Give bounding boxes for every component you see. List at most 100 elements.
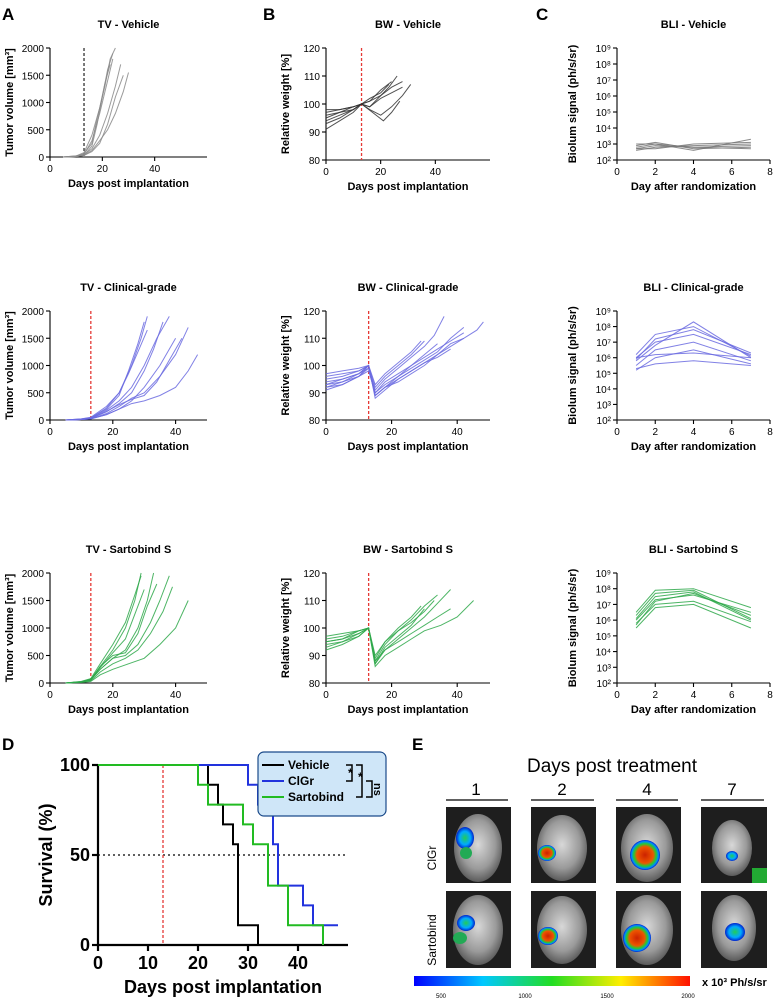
survival-legend: Vehicle ClGr Sartobind * * ns <box>257 751 387 817</box>
bli_vehicle-xtick-label-4: 4 <box>691 167 697 178</box>
bw_vehicle-xtick-label-40: 40 <box>430 167 442 178</box>
tv_clinical-xtick-label-40: 40 <box>170 427 182 438</box>
mouse-clgr-day2 <box>537 815 587 881</box>
tv_sartobind-xtick-label-20: 20 <box>107 690 119 701</box>
tv_sartobind-title: TV - Sartobind S <box>86 544 172 556</box>
tv_sartobind-ytick-label-2000: 2000 <box>22 569 45 580</box>
imaging-title: Days post treatment <box>527 756 698 777</box>
bw_sartobind-xtick-label-40: 40 <box>452 690 464 701</box>
bli_sartobind-xtick-label-6: 6 <box>729 690 735 701</box>
bli_sartobind-xtick-label-4: 4 <box>691 690 697 701</box>
survival-curve-clgr <box>98 764 338 927</box>
signal-sartobind-day7 <box>725 923 745 941</box>
bw_clinical-series-2 <box>325 332 465 394</box>
bw_clinical-xlabel: Days post implantation <box>347 441 468 453</box>
bw_sartobind-title: BW - Sartobind S <box>363 544 453 556</box>
tv_vehicle-series-1 <box>63 53 114 158</box>
tv_sartobind-series-3 <box>65 572 155 684</box>
tv_sartobind-xlabel: Days post implantation <box>68 704 189 716</box>
mouse-clgr-day1 <box>454 814 502 882</box>
signal-clgr-day1-a <box>456 827 474 849</box>
bw_sartobind-series-6 <box>325 600 435 657</box>
bw_sartobind-ytick-label-80: 80 <box>309 679 321 690</box>
bli_vehicle-ytick-label-5: 10⁵ <box>596 108 611 119</box>
bli_clinical-ytick-label-5: 10⁵ <box>596 369 611 380</box>
bw_sartobind-series-4 <box>325 589 451 666</box>
bli_clinical-ytick-label-8: 10⁸ <box>596 323 611 334</box>
bli_clinical-ytick-label-2: 10² <box>597 416 612 427</box>
panel-letter-a: A <box>2 5 14 24</box>
bw_vehicle-ylabel: Relative weight [%] <box>280 54 292 155</box>
bw_vehicle-series-7 <box>325 86 403 116</box>
tv_vehicle-title: TV - Vehicle <box>98 19 160 31</box>
tv_clinical-xlabel: Days post implantation <box>68 441 189 453</box>
bw_sartobind-ylabel: Relative weight [%] <box>280 578 292 679</box>
bw_sartobind-series-2 <box>325 594 438 663</box>
survival-xtick-label-0: 0 <box>93 953 103 973</box>
bli_vehicle-xtick-label-6: 6 <box>729 167 735 178</box>
bw_sartobind-ytick-label-100: 100 <box>303 624 320 635</box>
colorbar-unit: x 10³ Ph/s/sr <box>702 977 768 989</box>
chart-survival: 0 10 20 30 40 0 50 100 Days post implantation Sur… <box>36 755 348 997</box>
bli_clinical-xlabel: Day after randomization <box>631 441 757 453</box>
bli_sartobind-ytick-label-5: 10⁵ <box>596 632 611 643</box>
bli_sartobind-ytick-label-8: 10⁸ <box>596 585 611 596</box>
bli_vehicle-ytick-label-4: 10⁴ <box>596 124 611 135</box>
mouse-sartobind-day1 <box>453 895 503 965</box>
bli_vehicle-xlabel: Day after randomization <box>631 181 757 193</box>
bli_vehicle-xtick-label-8: 8 <box>767 167 773 178</box>
survival-ytick-label-0: 0 <box>80 935 90 955</box>
bli_vehicle-ytick-label-8: 10⁸ <box>596 60 611 71</box>
bw_clinical-ytick-label-100: 100 <box>303 362 320 373</box>
colorbar <box>414 976 690 986</box>
bw_clinical-series-5 <box>325 340 425 389</box>
legend-label-vehicle: Vehicle <box>288 758 330 772</box>
sig-clgr-sartobind: ns <box>371 783 383 796</box>
survival-ytick-label-100: 100 <box>60 755 90 775</box>
survival-xtick-label-20: 20 <box>188 953 208 973</box>
tv_sartobind-series-7 <box>65 600 189 684</box>
tv_vehicle-xlabel: Days post implantation <box>68 178 189 190</box>
tv_clinical-ylabel: Tumor volume [mm³] <box>4 311 16 420</box>
bw_vehicle-series-6 <box>325 84 390 122</box>
bli_clinical-ytick-label-6: 10⁶ <box>596 354 611 365</box>
bli_sartobind-xtick-label-2: 2 <box>652 690 658 701</box>
tv_vehicle-ytick-label-1500: 1500 <box>22 71 45 82</box>
tv_clinical-series-2 <box>65 316 148 421</box>
colorbar-tick-1500: 1500 <box>600 994 614 1000</box>
bw_clinical-series-6 <box>325 321 484 397</box>
panel-letter-b: B <box>263 5 275 24</box>
bli_sartobind-xlabel: Day after randomization <box>631 704 757 716</box>
bw_sartobind-series-7 <box>325 600 474 668</box>
tv_sartobind-ytick-label-1000: 1000 <box>22 624 45 635</box>
tv_sartobind-xtick-label-0: 0 <box>47 690 53 701</box>
bw_clinical-title: BW - Clinical-grade <box>358 282 459 294</box>
bli_vehicle-ytick-label-7: 10⁷ <box>596 76 611 87</box>
bli_sartobind-series-4 <box>635 588 752 613</box>
bli_clinical-ytick-label-3: 10³ <box>597 400 612 411</box>
bw_sartobind-series-5 <box>325 608 451 663</box>
bli_clinical-xtick-label-8: 8 <box>767 427 773 438</box>
mouse-clgr-day7 <box>712 820 752 876</box>
bw_sartobind-xtick-label-20: 20 <box>386 690 398 701</box>
tv_clinical-ytick-label-500: 500 <box>27 389 44 400</box>
survival-xtick-label-40: 40 <box>288 953 308 973</box>
bw_vehicle-ytick-label-110: 110 <box>304 72 320 83</box>
bw_vehicle-ytick-label-90: 90 <box>309 128 321 139</box>
chart-bli-sartobind: BLI - Sartobind S 0 2 4 6 8 10² 10³ 10⁴ 10⁵ 10⁶ 10⁷… <box>567 544 773 716</box>
bw_clinical-series-7 <box>325 340 422 386</box>
legend-label-clgr: ClGr <box>288 774 314 788</box>
tv_vehicle-xtick-label-0: 0 <box>47 164 53 175</box>
bw_vehicle-series-2 <box>325 81 392 119</box>
tv_vehicle-series-5 <box>63 72 129 158</box>
bli_vehicle-title: BLI - Vehicle <box>661 19 726 31</box>
bli_clinical-series-2 <box>635 333 752 359</box>
bli_clinical-series-7 <box>635 360 751 370</box>
bli_vehicle-ylabel: Biolum signal (ph/s/sr) <box>567 44 579 163</box>
day-label-7: 7 <box>727 780 736 799</box>
bli_vehicle-ytick-label-9: 10⁹ <box>596 44 611 55</box>
bw_sartobind-ytick-label-110: 110 <box>304 597 320 608</box>
signal-clgr-day4 <box>630 840 660 870</box>
bw_sartobind-ytick-label-120: 120 <box>303 569 320 580</box>
chart-bw-clinical: BW - Clinical-grade 0 20 40 80 90 100 110 120 Day… <box>280 282 490 453</box>
